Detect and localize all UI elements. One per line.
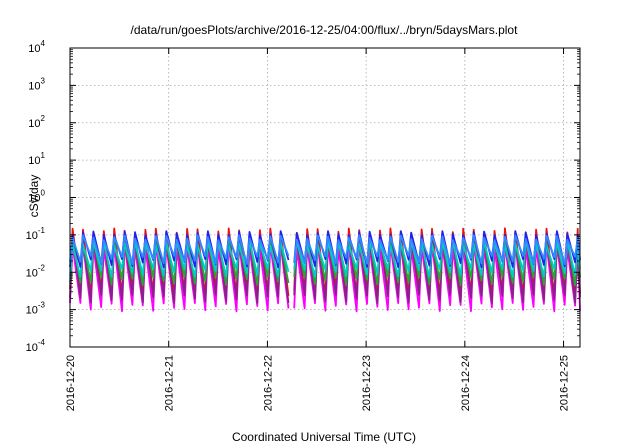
y-tick-label: 103: [28, 76, 45, 92]
chart-title: /data/run/goesPlots/archive/2016-12-25/0…: [131, 23, 519, 37]
axes: 10-4 10-3 10-2 10-1 100 101 102 103 104 2016-12-2…: [26, 39, 580, 411]
x-tick-label: 2016-12-25: [559, 355, 571, 411]
x-tick-label: 2016-12-20: [65, 355, 77, 411]
x-axis-label: Coordinated Universal Time (UTC): [232, 430, 416, 444]
x-tick-label: 2016-12-24: [460, 355, 472, 411]
y-tick-label: 102: [28, 114, 45, 130]
y-tick-label: 10-3: [26, 301, 46, 317]
y-tick-label: 10-1: [26, 226, 46, 242]
y-tick-label: 104: [28, 39, 45, 55]
y-tick-label: 10-2: [26, 263, 46, 279]
y-tick-label: 100: [28, 189, 45, 205]
y-tick-label: 10-4: [26, 338, 46, 354]
x-tick-label: 2016-12-21: [164, 355, 176, 411]
y-tick-label: 101: [28, 151, 45, 167]
y-axis-label: cSv/day: [27, 175, 41, 218]
x-tick-label: 2016-12-23: [361, 355, 373, 411]
x-tick-label: 2016-12-22: [262, 355, 274, 411]
series-lines: [69, 227, 581, 313]
series-line: [69, 234, 581, 265]
